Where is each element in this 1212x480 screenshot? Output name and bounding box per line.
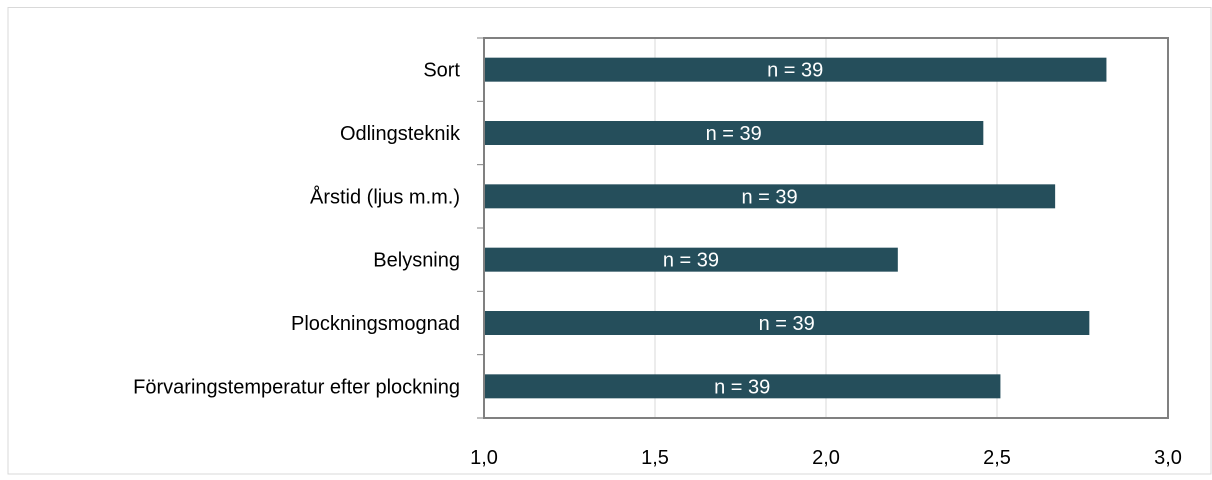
category-label: Förvaringstemperatur efter plockning [133, 376, 460, 398]
bar [484, 247, 898, 272]
bar-data-label: n = 39 [663, 250, 719, 272]
bar [484, 311, 1090, 335]
bar [484, 374, 1001, 399]
category-label: Plockningsmognad [291, 313, 460, 335]
bar-data-label: n = 39 [706, 123, 762, 145]
x-tick-label: 2,5 [983, 447, 1011, 469]
category-label: Odlingsteknik [340, 123, 461, 145]
bar-data-label: n = 39 [767, 60, 823, 82]
category-labels: Sort Odlingsteknik Årstid (ljus m.m.) Belys… [133, 60, 461, 399]
bar [484, 121, 984, 145]
x-tick-label: 1,0 [470, 447, 498, 469]
x-tick-labels: 1,0 1,5 2,0 2,5 3,0 [470, 447, 1182, 469]
x-tick-label: 1,5 [641, 447, 669, 469]
bar [484, 57, 1107, 82]
bar [484, 184, 1056, 209]
category-label: Sort [423, 60, 460, 82]
gridlines [654, 38, 998, 418]
category-label: Belysning [373, 250, 460, 272]
category-label: Årstid (ljus m.m.) [310, 185, 460, 208]
x-tick-label: 3,0 [1154, 447, 1182, 469]
x-tick-label: 2,0 [812, 447, 840, 469]
plot-area-border [477, 37, 1169, 419]
bar-data-label: n = 39 [741, 186, 797, 208]
bar-data-label: n = 39 [714, 376, 770, 398]
bars: n = 39 n = 39 n = 39 n = 39 n = 39 n = 39 [484, 57, 1107, 399]
bar-data-label: n = 39 [759, 313, 815, 335]
